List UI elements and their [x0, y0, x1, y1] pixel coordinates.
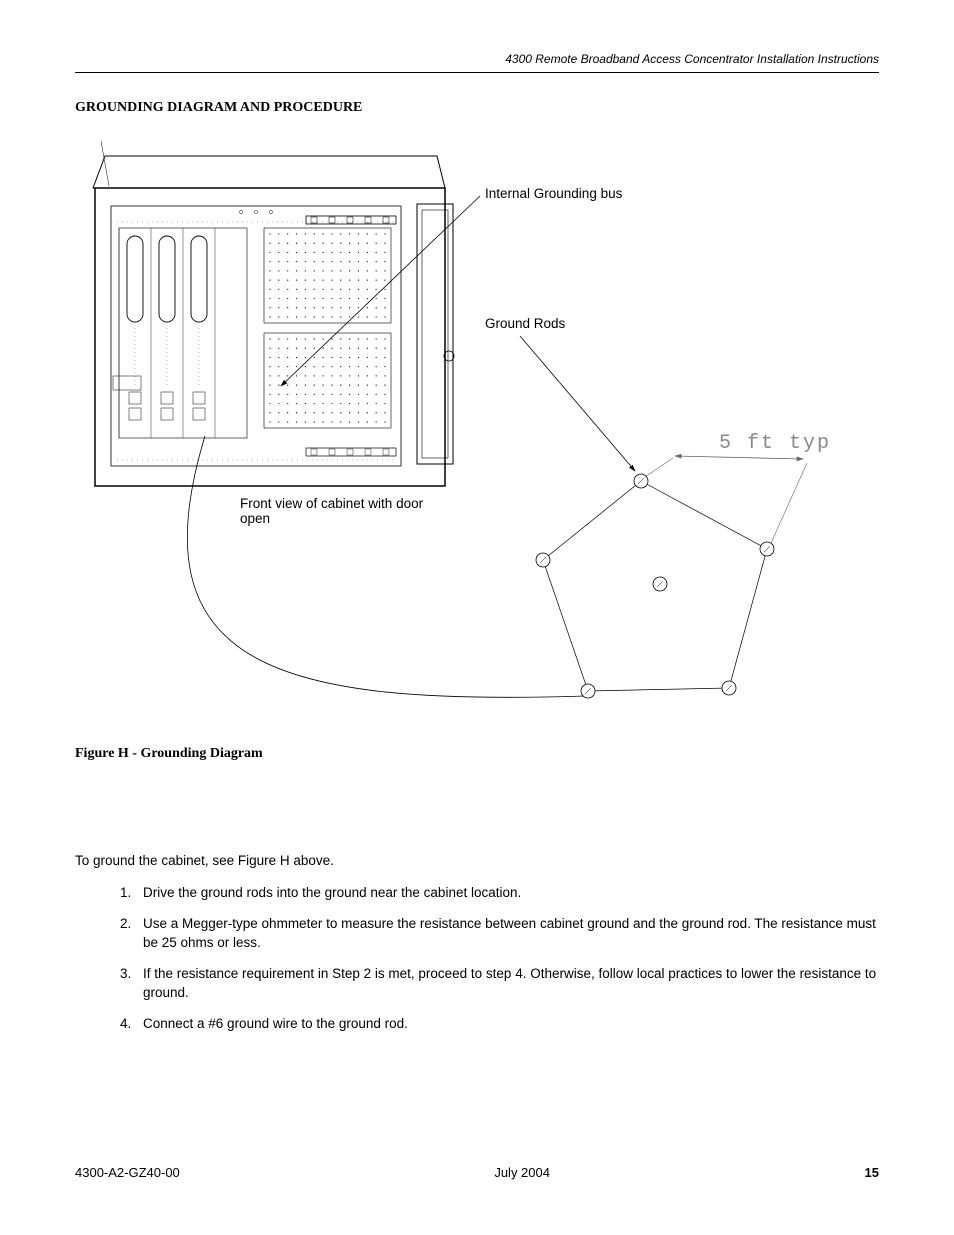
header-doc-title: 4300 Remote Broadband Access Concentrato… [505, 52, 879, 66]
step-item: Drive the ground rods into the ground ne… [135, 884, 879, 903]
step-item: If the resistance requirement in Step 2 … [135, 965, 879, 1003]
footer-date: July 2004 [494, 1165, 550, 1180]
header-rule [75, 72, 879, 73]
footer-doc-id: 4300-A2-GZ40-00 [75, 1165, 180, 1180]
section-title: GROUNDING DIAGRAM AND PROCEDURE [75, 100, 879, 116]
label-front-view: Front view of cabinet with door open [240, 496, 440, 526]
diagram-svg: 5 ft typ [75, 136, 875, 726]
body-text: To ground the cabinet, see Figure H abov… [75, 852, 879, 1034]
footer-page: 15 [865, 1165, 879, 1180]
step-item: Connect a #6 ground wire to the ground r… [135, 1015, 879, 1034]
steps-list: Drive the ground rods into the ground ne… [75, 884, 879, 1033]
figure-caption: Figure H - Grounding Diagram [75, 746, 879, 762]
step-item: Use a Megger-type ohmmeter to measure th… [135, 915, 879, 953]
label-ground-rods: Ground Rods [485, 316, 565, 331]
footer: 4300-A2-GZ40-00 July 2004 15 [75, 1165, 879, 1180]
label-internal-bus: Internal Grounding bus [485, 186, 622, 201]
intro-paragraph: To ground the cabinet, see Figure H abov… [75, 852, 879, 871]
svg-text:5 ft typ: 5 ft typ [719, 432, 831, 455]
grounding-diagram: 5 ft typ Internal Grounding bus Ground R… [75, 136, 875, 726]
